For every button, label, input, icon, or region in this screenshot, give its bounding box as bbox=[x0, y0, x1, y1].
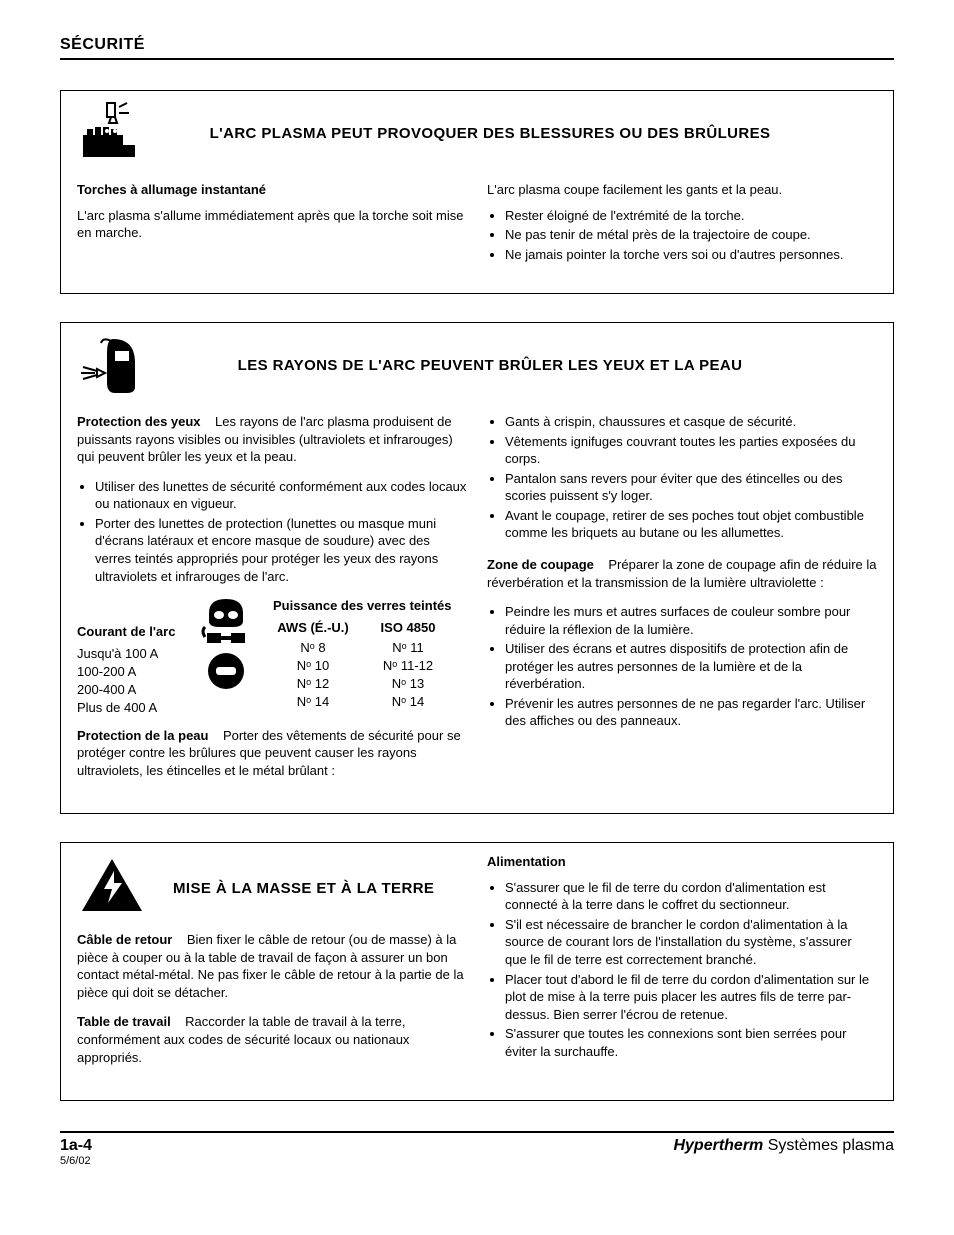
torch-hand-icon bbox=[77, 101, 147, 165]
list-item: Ne pas tenir de métal près de la traject… bbox=[505, 226, 877, 244]
section2-title: LES RAYONS DE L'ARC PEUVENT BRÛLER LES Y… bbox=[173, 357, 877, 374]
arc-bullets: Rester éloigné de l'extrémité de la torc… bbox=[487, 207, 877, 264]
list-item: Placer tout d'abord le fil de terre du c… bbox=[505, 971, 877, 1024]
table-row: No 14 bbox=[363, 691, 453, 709]
footer-date: 5/6/02 bbox=[60, 1155, 92, 1167]
list-item: Pantalon sans revers pour éviter que des… bbox=[505, 470, 877, 505]
cable-label: Câble de retour bbox=[77, 932, 172, 947]
eye-bullets: Utiliser des lunettes de sécurité confor… bbox=[77, 478, 467, 585]
page-footer: 1a-4 5/6/02 Hypertherm Systèmes plasma bbox=[60, 1131, 894, 1167]
table-row: No 14 bbox=[263, 691, 363, 709]
list-item: Avant le coupage, retirer de ses poches … bbox=[505, 507, 877, 542]
eye-prot-label: Protection des yeux bbox=[77, 414, 201, 429]
list-item: Utiliser des lunettes de sécurité confor… bbox=[95, 478, 467, 513]
list-item: Ne jamais pointer la torche vers soi ou … bbox=[505, 246, 877, 264]
goggles-helmet-icon bbox=[199, 597, 253, 702]
table-row: Plus de 400 A bbox=[77, 699, 189, 717]
table-row: No 11 bbox=[363, 637, 453, 655]
page-number: 1a-4 bbox=[60, 1137, 92, 1155]
list-item: Prévenir les autres personnes de ne pas … bbox=[505, 695, 877, 730]
electric-warning-icon bbox=[77, 853, 147, 917]
list-item: Rester éloigné de l'extrémité de la torc… bbox=[505, 207, 877, 225]
welding-helmet-icon bbox=[77, 333, 147, 397]
aws-header: AWS (É.-U.) bbox=[263, 619, 363, 637]
table-row: No 11-12 bbox=[363, 655, 453, 673]
zone-label: Zone de coupage bbox=[487, 557, 594, 572]
power-bullets: S'assurer que le fil de terre du cordon … bbox=[487, 879, 877, 1060]
section1-title: L'ARC PLASMA PEUT PROVOQUER DES BLESSURE… bbox=[173, 125, 877, 142]
section3-left: MISE À LA MASSE ET À LA TERRE Câble de r… bbox=[77, 853, 467, 1078]
page-header: SÉCURITÉ bbox=[60, 36, 894, 60]
zone-bullets: Peindre les murs et autres surfaces de c… bbox=[487, 603, 877, 730]
section1-right: L'arc plasma coupe facilement les gants … bbox=[487, 181, 877, 271]
section-arc-injury: L'ARC PLASMA PEUT PROVOQUER DES BLESSURE… bbox=[60, 90, 894, 294]
power-label: Alimentation bbox=[487, 854, 566, 869]
section-grounding: MISE À LA MASSE ET À LA TERRE Câble de r… bbox=[60, 842, 894, 1101]
list-item: S'assurer que toutes les connexions sont… bbox=[505, 1025, 877, 1060]
table-row: 200-400 A bbox=[77, 681, 189, 699]
list-item: Vêtements ignifuges couvrant toutes les … bbox=[505, 433, 877, 468]
list-item: Utiliser des écrans et autres dispositif… bbox=[505, 640, 877, 693]
section2-right: Gants à crispin, chaussures et casque de… bbox=[487, 413, 877, 791]
section-arc-rays: LES RAYONS DE L'ARC PEUVENT BRÛLER LES Y… bbox=[60, 322, 894, 814]
list-item: Peindre les murs et autres surfaces de c… bbox=[505, 603, 877, 638]
section1-left: Torches à allumage instantané L'arc plas… bbox=[77, 181, 467, 271]
iso-header: ISO 4850 bbox=[363, 619, 453, 637]
section3-title: MISE À LA MASSE ET À LA TERRE bbox=[173, 871, 467, 899]
torch-text: L'arc plasma s'allume immédiatement aprè… bbox=[77, 207, 467, 242]
arc-intro: L'arc plasma coupe facilement les gants … bbox=[487, 181, 877, 199]
section2-left: Protection des yeux Les rayons de l'arc … bbox=[77, 413, 467, 791]
lens-top-header: Puissance des verres teintés bbox=[263, 597, 467, 615]
footer-brand: Hypertherm Systèmes plasma bbox=[673, 1137, 894, 1155]
list-item: S'il est nécessaire de brancher le cordo… bbox=[505, 916, 877, 969]
skin-prot-label: Protection de la peau bbox=[77, 728, 208, 743]
table-row: No 10 bbox=[263, 655, 363, 673]
table-row: 100-200 A bbox=[77, 663, 189, 681]
table-row: No 13 bbox=[363, 673, 453, 691]
list-item: Gants à crispin, chaussures et casque de… bbox=[505, 413, 877, 431]
section3-right: Alimentation S'assurer que le fil de ter… bbox=[487, 853, 877, 1078]
lens-table: Courant de l'arc Jusqu'à 100 A 100-200 A… bbox=[77, 597, 467, 717]
ppe-bullets: Gants à crispin, chaussures et casque de… bbox=[487, 413, 877, 542]
list-item: S'assurer que le fil de terre du cordon … bbox=[505, 879, 877, 914]
torch-subhead: Torches à allumage instantané bbox=[77, 182, 266, 197]
table-row: No 8 bbox=[263, 637, 363, 655]
table-label: Table de travail bbox=[77, 1014, 171, 1029]
list-item: Porter des lunettes de protection (lunet… bbox=[95, 515, 467, 585]
table-row: Jusqu'à 100 A bbox=[77, 645, 189, 663]
current-header: Courant de l'arc bbox=[77, 623, 189, 641]
table-row: No 12 bbox=[263, 673, 363, 691]
